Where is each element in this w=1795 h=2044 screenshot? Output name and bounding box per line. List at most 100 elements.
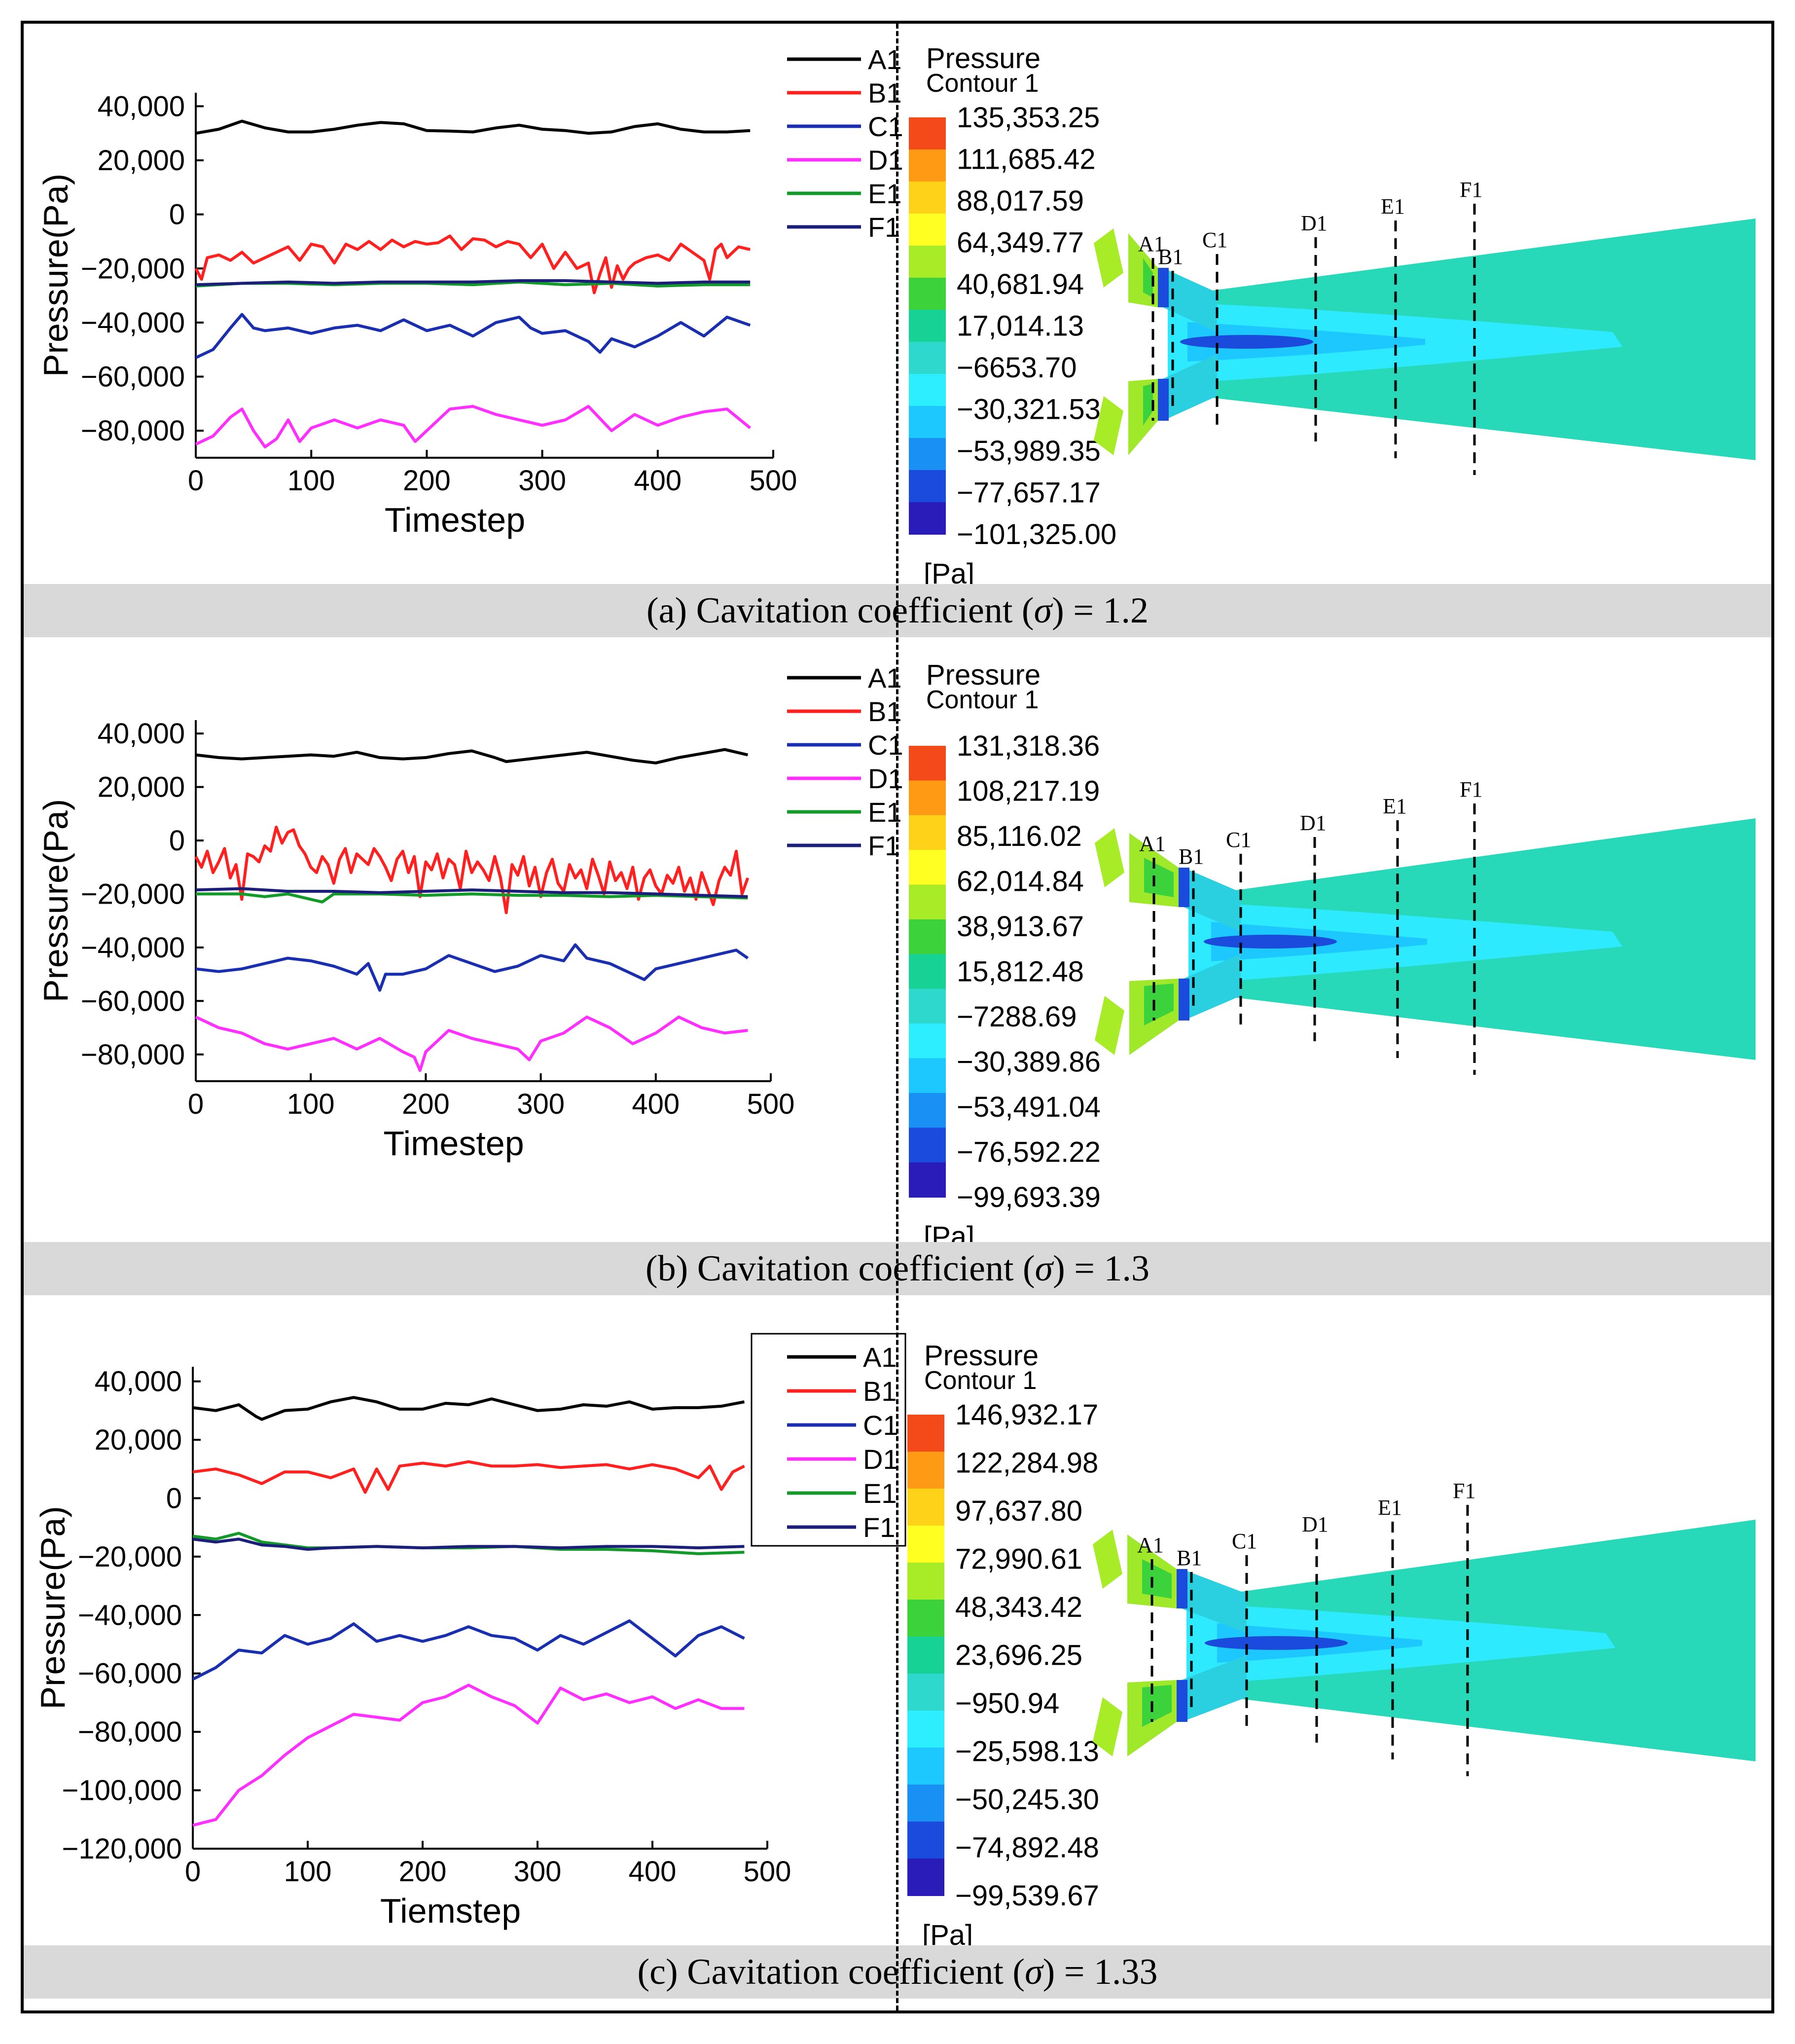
section-label-c1: C1: [1202, 228, 1227, 252]
colorbar-cell: [909, 1128, 946, 1163]
y-tick-label: −40,000: [78, 1599, 182, 1631]
y-tick-label: −20,000: [81, 878, 185, 910]
inlet-lower-core: [1142, 1685, 1172, 1727]
caption-c-suffix: ) = 1.33: [1042, 1951, 1158, 1992]
y-tick-label: 0: [169, 199, 185, 231]
colorbar-label: 108,217.19: [957, 775, 1100, 807]
section-label-d1: D1: [1301, 211, 1328, 235]
panel-c: 40,000 20,000 0 −20,000 −40,000 −60,000 −80,00…: [34, 1333, 1756, 1945]
x-tick-label: 200: [403, 465, 451, 497]
colorbar-label: −25,598.13: [955, 1736, 1099, 1768]
colorbar-label: 97,637.80: [955, 1495, 1082, 1527]
series-line-e1: [192, 1532, 745, 1555]
contour-title: Pressure: [926, 42, 1041, 74]
y-tick-label: −20,000: [78, 1541, 182, 1573]
y-tick-label: −20,000: [81, 253, 185, 285]
section-label-e1: E1: [1378, 1496, 1402, 1520]
inlet-lower-core: [1143, 384, 1153, 426]
colorbar-label: −30,321.53: [957, 394, 1101, 426]
section-label-b1: B1: [1177, 1546, 1202, 1570]
series-line-c1: [192, 1619, 745, 1681]
colorbar-label: −53,989.35: [957, 435, 1101, 467]
series-line-b1: [192, 1460, 745, 1494]
caption-c-prefix: (c) Cavitation coefficient (: [637, 1951, 1025, 1992]
inlet-upper-core: [1142, 1559, 1172, 1599]
series-line-b1: [194, 234, 751, 294]
colorbar-label: −950.94: [955, 1687, 1059, 1719]
y-tick-label: −60,000: [81, 361, 185, 393]
colorbar-label: 111,685.42: [957, 144, 1096, 176]
colorbar-cell: [907, 1600, 944, 1637]
series-line-f1: [195, 279, 751, 287]
contour-unit: [Pa]: [922, 1919, 973, 1945]
panel-divider: [896, 24, 898, 2010]
colorbar-cell: [909, 310, 946, 342]
guide-vane-upper: [1093, 1530, 1122, 1589]
colorbar-cell: [907, 1637, 944, 1674]
colorbar-label: −50,245.30: [955, 1784, 1099, 1816]
colorbar-cell: [907, 1859, 944, 1896]
panel-b: 40,000 20,000 0 −20,000 −40,000 −60,000 −80,00…: [36, 659, 1756, 1242]
y-tick-label: 40,000: [98, 90, 185, 122]
colorbar-cell: [907, 1822, 944, 1859]
colorbar-label: 131,318.36: [957, 730, 1100, 762]
x-axis-label: Timestep: [383, 1124, 524, 1163]
y-tick-label: 0: [166, 1482, 182, 1514]
colorbar-cell: [907, 1785, 944, 1822]
contour-subtitle: Contour 1: [926, 69, 1039, 98]
colorbar-cell: [909, 884, 946, 920]
x-axis-label: Tiemstep: [380, 1892, 521, 1930]
contour-title: Pressure: [926, 659, 1041, 691]
x-tick-label: 400: [629, 1856, 677, 1888]
x-tick-label: 200: [399, 1856, 447, 1888]
series-line-c1: [195, 313, 751, 359]
x-tick-label: 100: [287, 465, 335, 497]
legend-label-c1: C1: [863, 1410, 898, 1441]
colorbar-label: 38,913.67: [957, 911, 1084, 943]
colorbar-label: 85,116.02: [957, 820, 1082, 852]
legend-label-b1: B1: [863, 1376, 897, 1407]
guide-vane-lower: [1094, 396, 1123, 455]
colorbar-cell: [909, 117, 946, 150]
colorbar-cell: [909, 470, 946, 503]
x-tick-label: 500: [747, 1088, 795, 1120]
legend-box: [751, 1333, 906, 1547]
colorbar-cell: [909, 780, 946, 816]
caption-a-prefix: (a) Cavitation coefficient (: [646, 590, 1034, 631]
throat-lower: [1163, 354, 1217, 421]
caption-b-suffix: ) = 1.3: [1053, 1248, 1150, 1289]
throat-upper: [1163, 268, 1217, 332]
section-label-d1: D1: [1302, 1512, 1328, 1536]
series-line-f1: [195, 887, 748, 898]
throat-wall-lower: [1177, 1680, 1187, 1722]
colorbar-cell: [909, 1058, 946, 1094]
plume-core: [1205, 1636, 1348, 1650]
series-line-f1: [192, 1537, 745, 1551]
y-axis-label: Pressure(Pa): [34, 1506, 72, 1709]
colorbar-cell: [907, 1452, 944, 1489]
colorbar-cell: [907, 1489, 944, 1526]
series-line-a1: [195, 119, 751, 135]
y-tick-label: −80,000: [78, 1716, 182, 1748]
colorbar-cell: [907, 1674, 944, 1711]
colorbar-cell: [909, 988, 946, 1024]
series-line-d1: [192, 1683, 745, 1827]
colorbar-label: −74,892.48: [955, 1832, 1099, 1864]
x-tick-label: 500: [744, 1856, 791, 1888]
contour-title: Pressure: [924, 1340, 1039, 1372]
section-label-c1: C1: [1232, 1529, 1257, 1553]
colorbar-cell: [909, 815, 946, 851]
y-tick-label: 20,000: [98, 771, 185, 803]
inlet-upper-core: [1143, 258, 1153, 297]
section-label-f1: F1: [1460, 777, 1482, 802]
x-tick-label: 300: [517, 1088, 565, 1120]
colorbar-label: 17,014.13: [957, 310, 1084, 342]
throat-wall-upper: [1158, 268, 1169, 307]
colorbar-label: 88,017.59: [957, 185, 1084, 217]
throat-lower: [1184, 954, 1241, 1021]
colorbar-label: 62,014.84: [957, 866, 1084, 898]
colorbar-label: 64,349.77: [957, 227, 1084, 259]
series-line-b1: [194, 825, 750, 914]
colorbar-label: 48,343.42: [955, 1591, 1082, 1623]
colorbar-cell: [909, 214, 946, 246]
